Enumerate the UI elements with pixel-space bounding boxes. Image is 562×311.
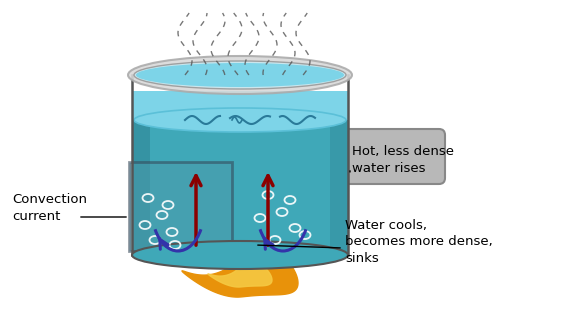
Bar	[132, 91, 348, 120]
Bar	[132, 91, 150, 255]
Ellipse shape	[134, 108, 346, 132]
Polygon shape	[182, 247, 298, 297]
Ellipse shape	[132, 241, 348, 269]
Text: Convection
current: Convection current	[12, 193, 87, 223]
Text: Water cools,
becomes more dense,
sinks: Water cools, becomes more dense, sinks	[345, 219, 493, 266]
Ellipse shape	[128, 56, 352, 94]
Polygon shape	[208, 262, 272, 287]
Bar	[330, 91, 348, 255]
Text: Hot, less dense
water rises: Hot, less dense water rises	[352, 145, 454, 175]
Ellipse shape	[136, 63, 344, 87]
FancyBboxPatch shape	[338, 129, 445, 184]
Bar	[132, 91, 348, 255]
Ellipse shape	[134, 61, 346, 89]
Bar	[129, 162, 232, 251]
